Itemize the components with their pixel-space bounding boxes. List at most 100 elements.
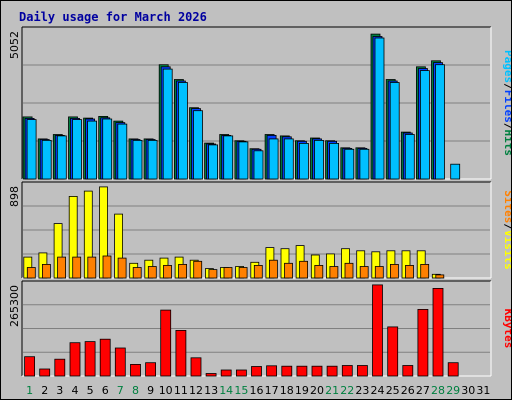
panel-visits-sites: 898 Sites/Visits: [8, 181, 511, 279]
bar-pages-day-25: [389, 82, 400, 180]
bar-kbytes-day-2: [39, 368, 51, 377]
bar-sites-day-13: [208, 269, 218, 279]
x-label-day-16: 16: [250, 384, 264, 397]
bar-kbytes-day-21: [326, 365, 338, 377]
bar-pages-day-26: [404, 134, 415, 180]
bar-sites-day-20: [314, 264, 324, 279]
bar-sites-day-18: [284, 262, 293, 279]
bar-sites-day-22: [344, 262, 354, 279]
x-label-day-21: 21: [325, 384, 339, 397]
bar-kbytes-day-20: [311, 365, 323, 377]
legend-hits-files-pages: Pages/Files/Hits: [502, 50, 511, 156]
x-label-day-28: 28: [431, 384, 445, 397]
bar-pages-day-8: [132, 139, 143, 180]
bar-sites-day-8: [132, 267, 142, 279]
legend-entry: Visits: [502, 230, 511, 270]
x-label-day-5: 5: [87, 384, 94, 397]
legend-visits-sites: Sites/Visits: [502, 190, 511, 270]
legend-entry: Sites: [502, 190, 511, 223]
bar-pages-day-24: [374, 37, 385, 180]
bar-kbytes-day-24: [372, 284, 383, 377]
x-axis-labels: 1 2 3 4 5 6 7 8 9 10 11 12 13 14 15 16 17 18 19 20 21 22 23 24 2…: [26, 384, 490, 397]
bar-pages-day-1: [26, 119, 37, 180]
x-label-day-12: 12: [189, 384, 203, 397]
bar-pages-day-20: [314, 139, 324, 180]
x-label-day-19: 19: [295, 384, 309, 397]
x-label-day-4: 4: [72, 384, 79, 397]
legend-entry: KBytes: [502, 309, 511, 349]
bar-sites-day-17: [268, 259, 278, 279]
bar-kbytes-day-16: [251, 366, 262, 377]
bar-kbytes-day-12: [190, 357, 202, 377]
x-label-day-13: 13: [204, 384, 218, 397]
bar-sites-day-28: [435, 274, 445, 279]
bar-sites-day-23: [359, 266, 369, 279]
bar-sites-day-24: [374, 266, 384, 279]
legend-entry: /: [502, 123, 511, 130]
bar-sites-day-21: [329, 266, 339, 279]
legend-entry: /: [502, 83, 511, 90]
bar-kbytes-day-17: [266, 365, 278, 377]
bar-kbytes-day-25: [387, 326, 399, 377]
bar-sites-day-9: [147, 266, 157, 279]
x-label-day-26: 26: [401, 384, 415, 397]
bar-sites-day-16: [253, 264, 263, 279]
bar-pages-day-21: [329, 142, 340, 180]
chart-title: Daily usage for March 2026: [19, 10, 207, 24]
bar-pages-day-7: [117, 123, 128, 180]
x-label-day-23: 23: [355, 384, 369, 397]
x-label-day-1: 1: [26, 384, 33, 397]
bar-pages-day-14: [223, 135, 234, 180]
bar-pages-day-17: [268, 138, 279, 180]
bar-sites-day-25: [389, 263, 399, 279]
x-label-day-18: 18: [280, 384, 294, 397]
bar-kbytes-day-4: [69, 342, 81, 377]
x-label-day-14: 14: [219, 384, 233, 397]
bar-sites-day-5: [87, 256, 97, 279]
legend-entry: Pages: [502, 50, 511, 83]
x-label-day-25: 25: [386, 384, 400, 397]
x-label-day-6: 6: [102, 384, 109, 397]
bar-sites-day-10: [163, 264, 172, 279]
bar-sites-day-26: [405, 264, 414, 279]
bar-kbytes-day-7: [114, 347, 126, 377]
bar-kbytes-day-13: [205, 373, 217, 377]
bar-kbytes-day-18: [281, 365, 293, 377]
legend-entry: Hits: [502, 130, 511, 157]
x-label-day-10: 10: [159, 384, 173, 397]
bar-pages-day-10: [162, 68, 173, 180]
bar-sites-day-12: [193, 260, 203, 279]
legend-entry: Files: [502, 90, 511, 123]
bar-pages-day-11: [177, 82, 188, 180]
bar-kbytes-day-28: [432, 287, 444, 377]
x-label-day-24: 24: [371, 384, 385, 397]
bar-pages-day-6: [102, 118, 113, 180]
y-max-label: 898: [8, 186, 21, 207]
bar-pages-day-16: [253, 150, 264, 180]
legend-kbytes: KBytes: [502, 309, 511, 349]
bar-pages-day-19: [298, 142, 309, 180]
bar-sites-day-1: [26, 267, 36, 279]
bar-kbytes-day-9: [145, 362, 157, 377]
bar-kbytes-day-1: [24, 356, 36, 377]
bar-kbytes-day-22: [341, 365, 353, 377]
x-label-day-11: 11: [174, 384, 188, 397]
bar-kbytes-day-26: [402, 365, 414, 377]
legend-entry: /: [502, 223, 511, 230]
bar-kbytes-day-8: [130, 363, 141, 377]
chart-panels: 5052Pages/Files/Hits898Sites/Visits26530…: [8, 26, 511, 377]
bar-sites-day-15: [238, 267, 248, 279]
bar-pages-day-3: [56, 135, 67, 180]
x-label-day-2: 2: [41, 384, 48, 397]
x-label-day-22: 22: [340, 384, 354, 397]
bar-pages-day-27: [419, 70, 430, 180]
bar-pages-day-18: [283, 138, 294, 180]
bar-kbytes-day-10: [160, 309, 172, 377]
x-label-day-15: 15: [234, 384, 248, 397]
bar-sites-day-14: [223, 267, 233, 279]
x-label-day-29: 29: [446, 384, 460, 397]
bar-kbytes-day-15: [235, 369, 247, 377]
